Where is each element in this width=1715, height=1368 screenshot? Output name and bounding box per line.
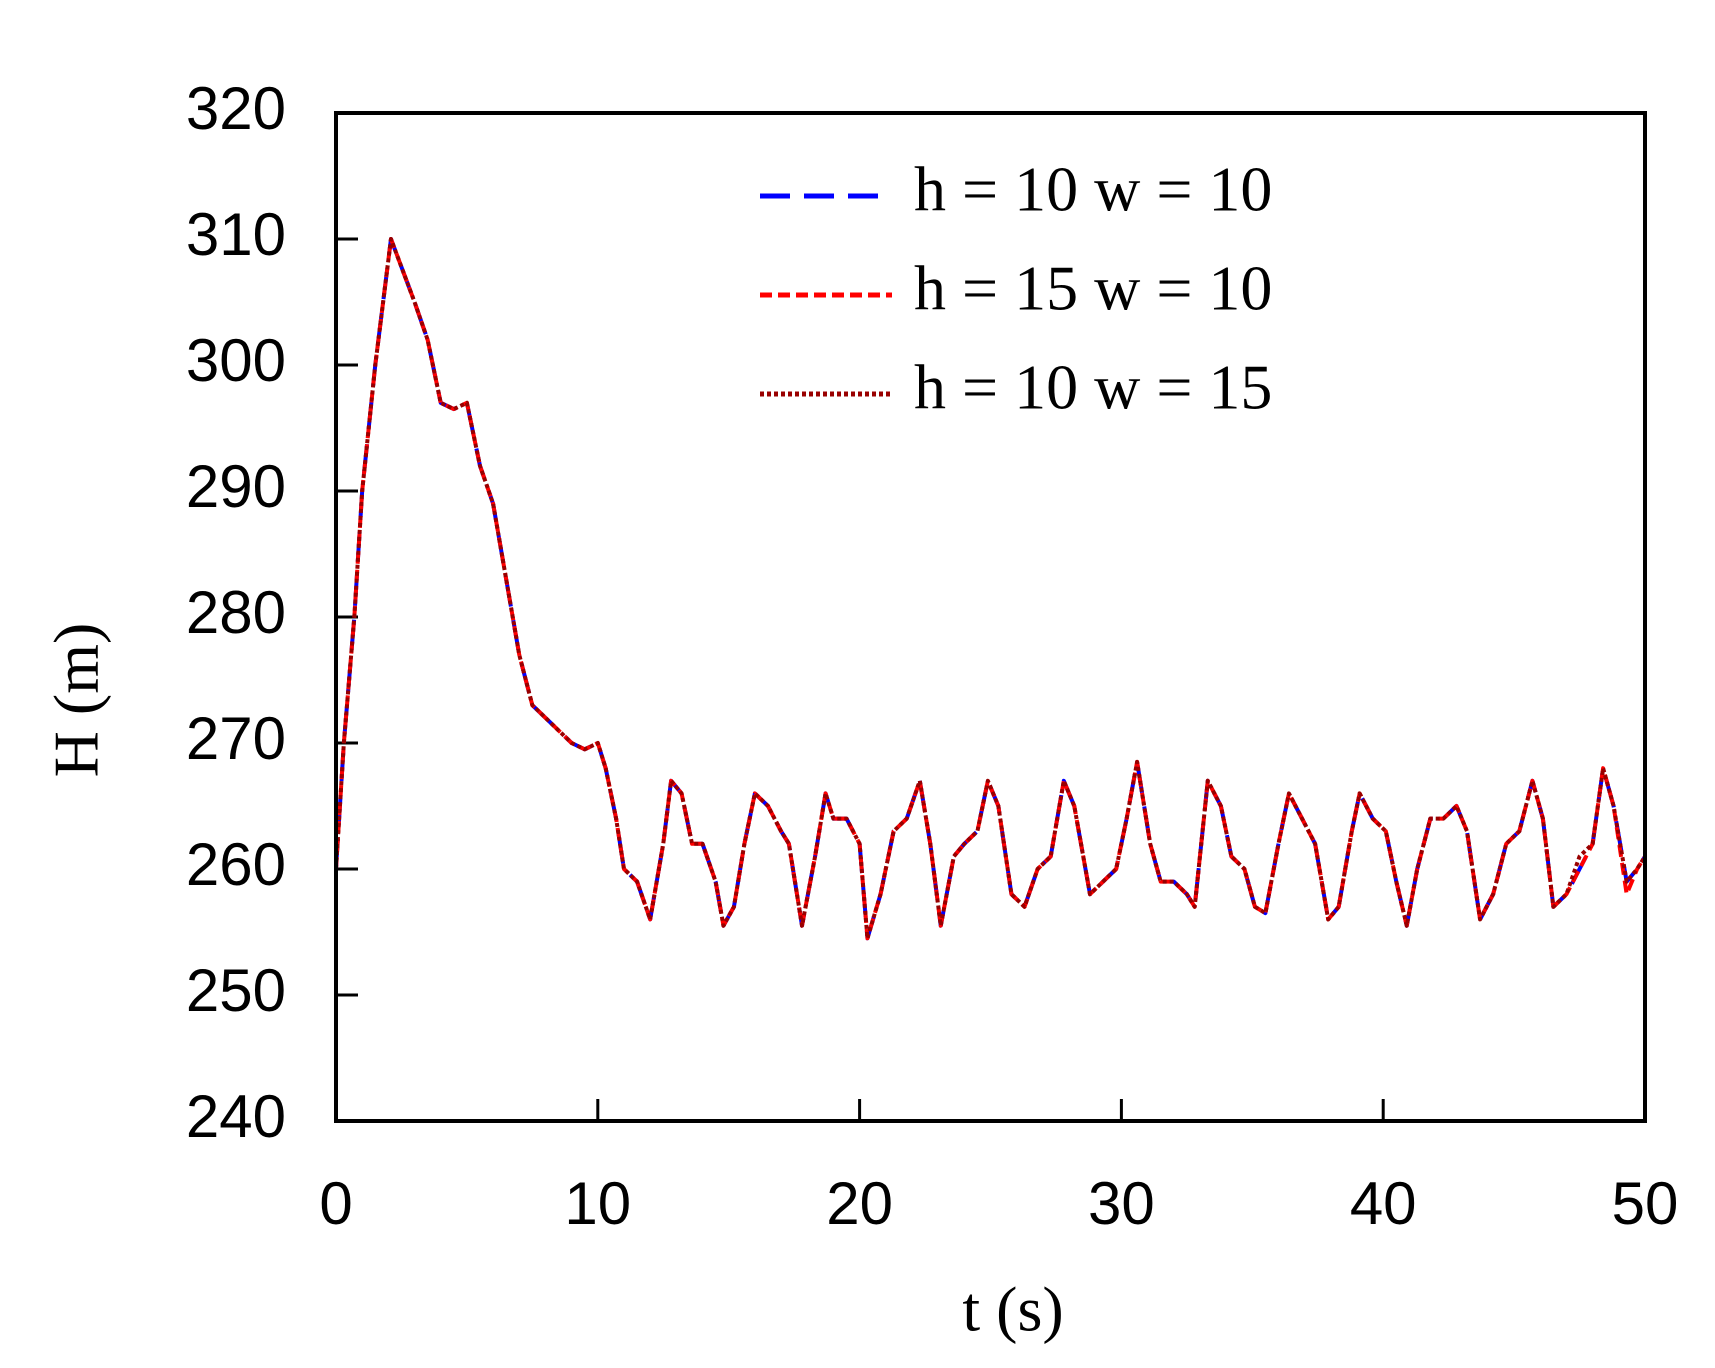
legend-label: h = 15 w = 10 [914, 253, 1272, 324]
x-tick-label: 10 [564, 1170, 631, 1237]
x-tick-label: 50 [1612, 1170, 1679, 1237]
y-tick-label: 260 [186, 831, 286, 898]
series-line [334, 237, 1647, 941]
y-tick-label: 300 [186, 327, 286, 394]
y-tick-label: 320 [186, 75, 286, 142]
x-tick-label: 40 [1350, 1170, 1417, 1237]
plot-frame [334, 111, 1647, 1123]
x-axis-label: t (s) [962, 1274, 1063, 1345]
y-tick-label: 290 [186, 453, 286, 520]
series-line [334, 237, 1647, 941]
y-tick-label: 240 [186, 1083, 286, 1150]
x-tick-label: 30 [1088, 1170, 1155, 1237]
x-tick-label: 20 [826, 1170, 893, 1237]
y-tick-label: 280 [186, 579, 286, 646]
y-tick-label: 250 [186, 957, 286, 1024]
y-tick-label: 270 [186, 705, 286, 772]
legend-label: h = 10 w = 15 [914, 352, 1272, 423]
y-axis-label: H (m) [41, 623, 112, 778]
x-tick-label: 0 [319, 1170, 352, 1237]
y-tick-label: 310 [186, 201, 286, 268]
legend-label: h = 10 w = 10 [914, 154, 1272, 225]
series-line [334, 237, 1647, 941]
